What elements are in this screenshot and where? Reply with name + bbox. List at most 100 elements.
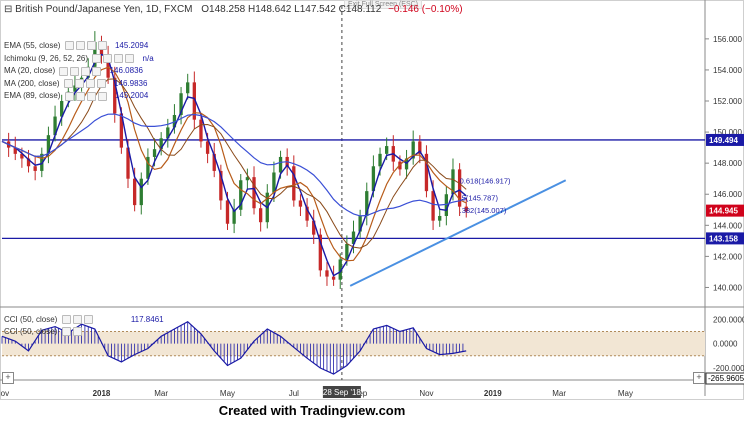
plus-icon[interactable]: + bbox=[2, 372, 14, 384]
more-icon[interactable] bbox=[125, 53, 135, 63]
indicator-label: MA (20, close) bbox=[4, 66, 56, 76]
more-icon[interactable] bbox=[92, 66, 102, 76]
gear-icon[interactable] bbox=[103, 53, 113, 63]
close-icon[interactable] bbox=[81, 66, 91, 76]
cci-tick-label: -200.0000 bbox=[713, 364, 744, 373]
gear-icon[interactable] bbox=[75, 41, 85, 51]
fib-label: .5(145.787) bbox=[460, 193, 499, 202]
indicator-value: n/a bbox=[142, 53, 154, 63]
candle-body bbox=[358, 215, 362, 232]
indicator-label: Ichimoku (9, 26, 52, 26) bbox=[4, 53, 89, 63]
candle-body bbox=[172, 114, 177, 128]
chart-area[interactable]: 140.000 142.000 144.000 146.000 148.000 150.0… bbox=[0, 0, 744, 400]
more-icon[interactable] bbox=[96, 79, 106, 89]
candle-body bbox=[60, 101, 64, 117]
eye-icon[interactable] bbox=[59, 66, 69, 76]
close-icon[interactable] bbox=[83, 315, 93, 325]
candle-body bbox=[258, 208, 263, 223]
candle-body bbox=[146, 156, 150, 179]
candle-body bbox=[431, 191, 435, 221]
eye-icon[interactable] bbox=[64, 91, 74, 101]
candle-body bbox=[232, 209, 236, 224]
level-tag bbox=[706, 232, 744, 245]
crosshair-date-tag bbox=[322, 386, 361, 398]
gear-icon[interactable] bbox=[74, 79, 84, 89]
candle-body bbox=[192, 82, 196, 120]
candle-body bbox=[186, 82, 190, 94]
close-icon[interactable] bbox=[86, 41, 96, 51]
indicator-row[interactable]: MA (20, close) 146.0836 bbox=[4, 65, 154, 78]
indicator-value: 146.9836 bbox=[114, 78, 148, 88]
collapse-icon[interactable]: ⊟ bbox=[4, 4, 13, 15]
eye-icon[interactable] bbox=[64, 41, 74, 51]
current-price-tag bbox=[706, 204, 744, 217]
gear-icon[interactable] bbox=[70, 66, 80, 76]
x-tick-label: May bbox=[618, 389, 633, 398]
candle-body bbox=[212, 153, 216, 171]
high-value: H148.642 bbox=[248, 4, 292, 15]
symbol-title: British Pound/Japanese Yen, 1D, FXCM bbox=[15, 4, 193, 15]
indicator-row[interactable]: MA (200, close) 146.9836 bbox=[4, 78, 154, 91]
eye-icon[interactable] bbox=[61, 315, 71, 325]
ema89-line bbox=[1, 78, 467, 249]
cci-value: 117.8461 bbox=[130, 315, 164, 324]
x-tick-label: May bbox=[220, 389, 235, 398]
low-value: L147.542 bbox=[294, 4, 336, 15]
more-icon[interactable] bbox=[97, 91, 107, 101]
candle-body bbox=[318, 234, 322, 271]
eye-icon[interactable] bbox=[61, 327, 71, 337]
indicator-row[interactable]: Ichimoku (9, 26, 52, 26) n/a bbox=[4, 53, 154, 66]
cci-label[interactable]: CCI (50, close) 117.8461 bbox=[4, 315, 164, 325]
exit-fullscreen-button[interactable]: Exit Full Screen (ESC) bbox=[344, 0, 423, 9]
gear-icon[interactable] bbox=[72, 315, 82, 325]
cci-last-tag bbox=[705, 372, 744, 385]
gear-icon[interactable] bbox=[75, 91, 85, 101]
indicator-label: EMA (89, close) bbox=[4, 91, 61, 101]
change-value: −0.146 (−0.10%) bbox=[388, 4, 463, 15]
close-icon[interactable] bbox=[114, 53, 124, 63]
cci-label[interactable]: CCI (50, close) bbox=[4, 327, 82, 337]
x-tick-label: 2018 bbox=[93, 389, 111, 398]
eye-icon[interactable] bbox=[63, 79, 73, 89]
candle-body bbox=[345, 243, 349, 260]
candle-body bbox=[252, 177, 256, 209]
close-value: C148.112 bbox=[338, 4, 382, 15]
chart-svg[interactable]: 140.000 142.000 144.000 146.000 148.000 150.0… bbox=[0, 0, 744, 400]
trend-line bbox=[349, 179, 567, 287]
candle-body bbox=[159, 138, 163, 150]
indicator-value: 145.2004 bbox=[114, 91, 149, 101]
indicator-row[interactable]: EMA (89, close) 145.2004 bbox=[4, 90, 154, 103]
candle-body bbox=[378, 153, 382, 167]
candle-body bbox=[40, 153, 44, 171]
more-icon[interactable] bbox=[97, 41, 107, 51]
candle-body bbox=[325, 270, 329, 277]
level-label: 149.494 bbox=[709, 136, 738, 145]
y-tick-label: 142.000 bbox=[713, 252, 742, 261]
candle-body bbox=[26, 158, 31, 167]
cci-last-label: -265.9605 bbox=[708, 374, 744, 383]
candle-body bbox=[113, 77, 117, 114]
indicator-row[interactable]: EMA (55, close) 145.2094 bbox=[4, 40, 154, 53]
candle-body bbox=[152, 149, 157, 157]
candle-body bbox=[239, 180, 243, 210]
close-icon[interactable] bbox=[85, 79, 95, 89]
eye-icon[interactable] bbox=[92, 53, 102, 63]
y-tick-label: 154.000 bbox=[713, 66, 742, 75]
candle-body bbox=[385, 146, 389, 154]
close-icon[interactable] bbox=[86, 91, 96, 101]
x-tick-label: Nov bbox=[0, 389, 9, 398]
x-tick-label: Nov bbox=[419, 389, 433, 398]
candle-body bbox=[13, 147, 17, 154]
y-tick-label: 148.000 bbox=[713, 159, 742, 168]
candle-body bbox=[305, 206, 309, 221]
cci-tick-label: 0.0000 bbox=[713, 340, 738, 349]
cci-label-text: CCI (50, close) bbox=[4, 327, 58, 336]
y-tick-label: 150.000 bbox=[713, 128, 742, 137]
candle-body bbox=[424, 153, 429, 192]
fib-label: 0.618(146.917) bbox=[460, 176, 511, 185]
gear-icon[interactable] bbox=[72, 327, 82, 337]
indicator-legend: EMA (55, close) 145.2094 Ichimoku (9, 26… bbox=[4, 40, 154, 103]
candle-body bbox=[33, 166, 37, 171]
plus-icon[interactable]: + bbox=[693, 372, 705, 384]
y-tick-label: 140.000 bbox=[713, 283, 742, 292]
